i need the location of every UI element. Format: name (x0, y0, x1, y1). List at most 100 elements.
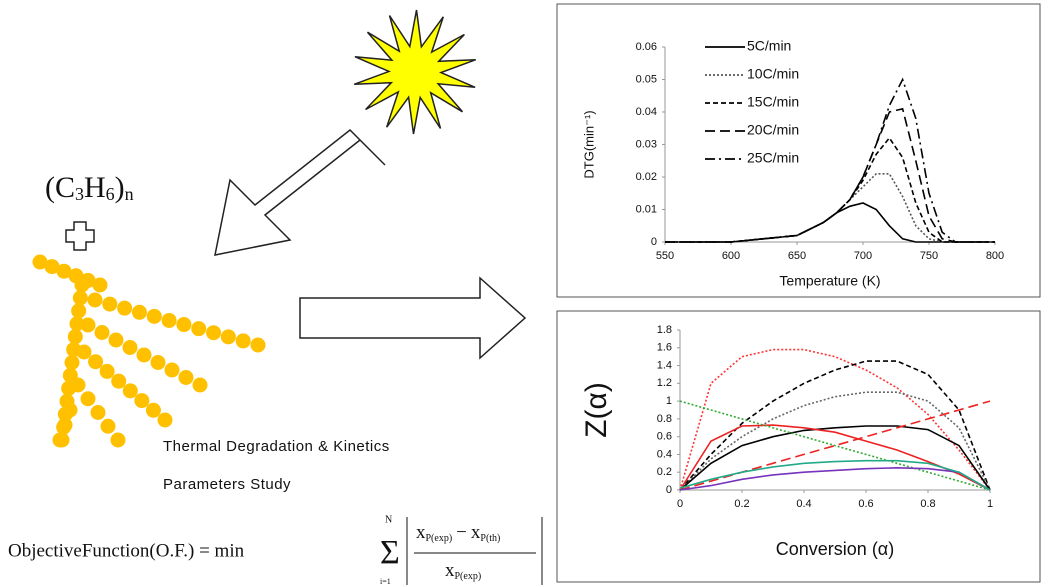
y-tick-label: 0 (651, 236, 657, 248)
y-tick-label: 0.05 (636, 73, 657, 85)
plus-sign (66, 222, 94, 250)
x-tick-label: 750 (920, 250, 938, 262)
x-tick-label: 0.8 (920, 498, 935, 510)
y-axis-label: DTG(min⁻¹) (581, 110, 596, 178)
sum-sign: Σ (380, 534, 400, 571)
x-tick-label: 600 (722, 250, 740, 262)
x-tick-label: 550 (656, 250, 674, 262)
monomer-bead (251, 338, 266, 353)
x-tick-label: 650 (788, 250, 806, 262)
denominator: xP(exp) (445, 560, 481, 582)
monomer-bead (71, 378, 86, 393)
monomer-bead (73, 290, 88, 305)
monomer-bead (77, 345, 92, 360)
monomer-bead (95, 325, 110, 340)
formula-sub: 3 (75, 184, 84, 204)
legend-label: 20C/min (747, 122, 799, 138)
series-line (680, 425, 990, 490)
monomer-bead (88, 354, 103, 369)
series-line (680, 426, 990, 490)
monomer-bead (132, 305, 147, 320)
monomer-bead (71, 303, 86, 318)
monomer-bead (137, 348, 152, 363)
caption-line: Parameters Study (163, 476, 291, 493)
formula-sub: 6 (106, 184, 115, 204)
monomer-bead (65, 355, 80, 370)
y-tick-label: 0.04 (636, 106, 657, 118)
monomer-bead (147, 309, 162, 324)
x-tick-label: 0.4 (796, 498, 811, 510)
var: x (416, 522, 426, 543)
monomer-bead (117, 301, 132, 316)
monomer-bead (146, 403, 161, 418)
monomer-bead (162, 313, 177, 328)
x-tick-label: 0 (677, 498, 683, 510)
var: x (445, 560, 455, 581)
series-line (665, 138, 995, 242)
series-line (680, 350, 990, 490)
x-axis-label: Temperature (K) (779, 273, 880, 289)
x-tick-label: 700 (854, 250, 872, 262)
monomer-bead (179, 370, 194, 385)
monomer-bead (91, 405, 106, 420)
monomer-bead (158, 413, 173, 428)
monomer-bead (58, 418, 73, 433)
monomer-bead (93, 278, 108, 293)
series-line (665, 203, 995, 242)
y-tick-label: 0.02 (636, 171, 657, 183)
var-sub: P(exp) (455, 571, 482, 582)
caption-line: Thermal Degradation & Kinetics (163, 438, 390, 455)
y-tick-label: 0.6 (657, 431, 672, 443)
var-sub: P(th) (480, 533, 500, 544)
formula-part: H (84, 171, 106, 204)
monomer-bead (81, 391, 96, 406)
formula-sub: n (125, 184, 134, 204)
x-tick-label: 0.2 (734, 498, 749, 510)
y-tick-label: 1.8 (657, 324, 672, 336)
monomer-bead (102, 297, 117, 312)
series-line (680, 461, 990, 490)
y-tick-label: 0 (666, 484, 672, 496)
monomer-bead (134, 393, 149, 408)
monomer-bead (176, 317, 191, 332)
y-axis-label: Z(α) (580, 382, 613, 438)
series-line (665, 109, 995, 242)
formula-part: ) (115, 171, 125, 204)
monomer-bead (111, 433, 126, 448)
y-tick-label: 0.01 (636, 203, 657, 215)
var: x (471, 522, 481, 543)
x-tick-label: 1 (987, 498, 993, 510)
sum-bottom: i=1 (380, 577, 391, 586)
monomer-bead (88, 293, 103, 308)
y-tick-label: 0.8 (657, 413, 672, 425)
legend-label: 15C/min (747, 94, 799, 110)
y-tick-label: 0.4 (657, 448, 672, 460)
monomer-bead (191, 321, 206, 336)
formula-part: (C (45, 171, 75, 204)
arrow-right (300, 278, 525, 358)
illustration (33, 10, 526, 448)
y-tick-label: 1.2 (657, 377, 672, 389)
numerator: xP(exp)−xP(th) (416, 522, 500, 544)
monomer-bead (151, 355, 166, 370)
y-tick-label: 1 (666, 395, 672, 407)
series-line (680, 468, 990, 490)
y-tick-label: 0.03 (636, 138, 657, 150)
x-axis-label: Conversion (α) (776, 539, 894, 559)
y-tick-label: 1.6 (657, 342, 672, 354)
objective-function: ObjectiveFunction(O.F.) = min Σ N i=1 xP… (8, 514, 542, 586)
monomer-bead (123, 383, 138, 398)
monomer-formula: (C3H6)n (45, 171, 134, 204)
series-line (665, 174, 995, 242)
monomer-bead (63, 403, 78, 418)
legend-label: 25C/min (747, 150, 799, 166)
y-tick-label: 1.4 (657, 359, 672, 371)
monomer-bead (236, 333, 251, 348)
minus: − (456, 522, 467, 543)
monomer-bead (53, 433, 68, 448)
legend-label: 10C/min (747, 66, 799, 82)
legend-label: 5C/min (747, 38, 791, 54)
arrow-down-left (215, 130, 385, 255)
sum-top: N (385, 514, 392, 525)
monomer-bead (100, 364, 115, 379)
